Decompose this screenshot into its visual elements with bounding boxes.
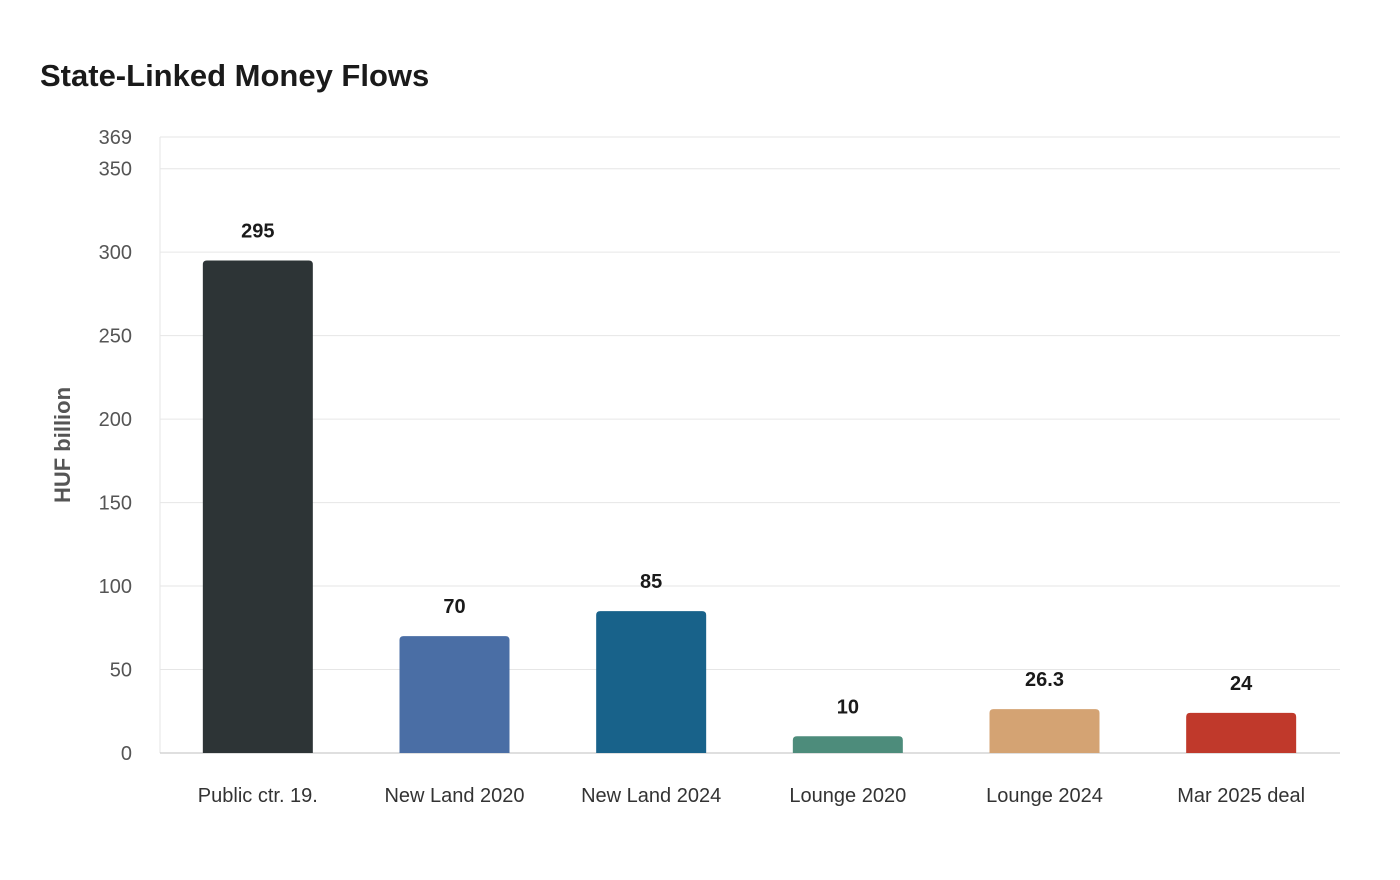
x-tick-label: Mar 2025 deal bbox=[1177, 785, 1305, 807]
x-tick-label: New Land 2020 bbox=[384, 785, 524, 807]
bar-value-label: 26.3 bbox=[1025, 669, 1064, 691]
bar-value-label: 24 bbox=[1230, 673, 1253, 695]
axes bbox=[159, 137, 1340, 754]
bar bbox=[399, 636, 510, 753]
bars bbox=[202, 260, 1297, 753]
bar-value-label: 295 bbox=[241, 221, 274, 243]
y-tick-label: 300 bbox=[99, 242, 132, 264]
y-tick-label: 369 bbox=[99, 127, 132, 149]
y-tick-label: 100 bbox=[99, 576, 132, 598]
bar bbox=[596, 611, 707, 753]
grid-lines bbox=[160, 136, 1340, 671]
bar bbox=[202, 260, 313, 753]
bar bbox=[989, 709, 1100, 753]
bar-value-label: 70 bbox=[443, 596, 465, 618]
y-axis-title: HUF billion bbox=[50, 387, 75, 503]
x-tick-label: Lounge 2020 bbox=[789, 785, 906, 807]
labels: 0 50 100 150 200 250 300 350 369 295 Public ctr. 1… bbox=[99, 127, 1305, 807]
bar bbox=[1186, 712, 1297, 753]
y-tick-label: 50 bbox=[110, 660, 132, 682]
chart-title: State-Linked Money Flows bbox=[40, 58, 430, 93]
x-tick-label: Lounge 2024 bbox=[986, 785, 1103, 807]
bar-value-label: 85 bbox=[640, 571, 662, 593]
y-tick-label: 250 bbox=[99, 326, 132, 348]
bar bbox=[792, 736, 903, 753]
x-tick-label: New Land 2024 bbox=[581, 785, 721, 807]
y-tick-label: 350 bbox=[99, 159, 132, 181]
y-tick-label: 0 bbox=[121, 743, 132, 765]
y-tick-label: 200 bbox=[99, 409, 132, 431]
x-tick-label: Public ctr. 19. bbox=[198, 785, 318, 807]
y-tick-label: 150 bbox=[99, 493, 132, 515]
bar-value-label: 10 bbox=[837, 696, 859, 718]
